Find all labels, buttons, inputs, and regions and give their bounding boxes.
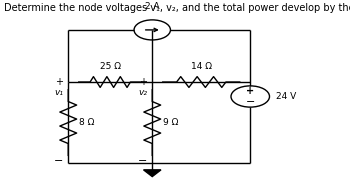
Text: 24 V: 24 V [276, 92, 297, 101]
Text: 9 Ω: 9 Ω [163, 118, 179, 127]
Text: +: + [139, 77, 147, 87]
Text: −: − [54, 156, 63, 166]
Text: 14 Ω: 14 Ω [191, 62, 212, 71]
Text: v₁: v₁ [54, 88, 63, 97]
Text: 25 Ω: 25 Ω [100, 62, 121, 71]
Text: v₂: v₂ [138, 88, 147, 97]
Text: Determine the node voltages v₁, v₂, and the total power develop by the circuit.: Determine the node voltages v₁, v₂, and … [4, 3, 350, 13]
Text: −: − [246, 97, 255, 107]
Text: +: + [246, 86, 254, 96]
Text: −: − [138, 156, 147, 166]
Polygon shape [144, 170, 161, 177]
Text: 2 A: 2 A [145, 2, 160, 11]
Text: +: + [55, 77, 63, 87]
Text: 8 Ω: 8 Ω [79, 118, 95, 127]
